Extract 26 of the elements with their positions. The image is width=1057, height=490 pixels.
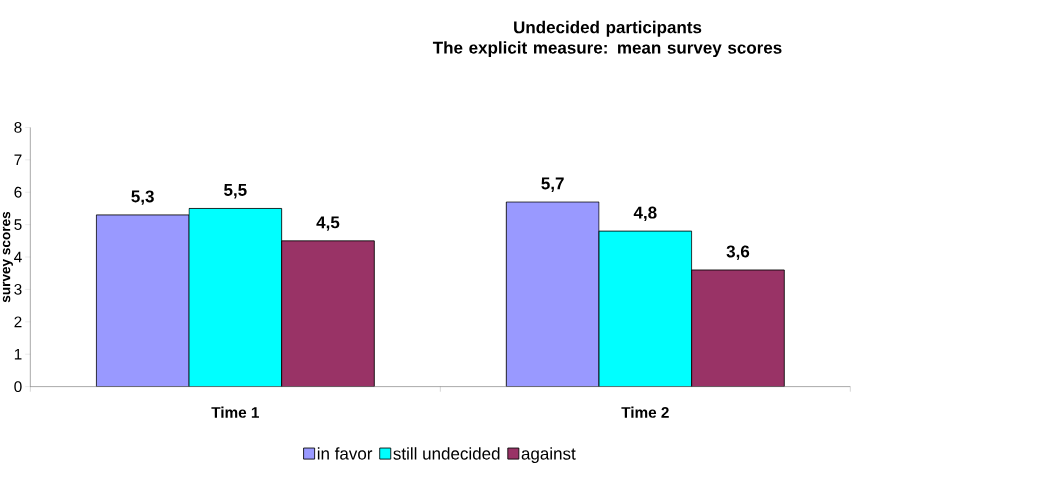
- data-label: 5,7: [541, 177, 564, 192]
- x-tick-label: Time 1: [211, 406, 259, 418]
- data-label: 5,5: [224, 183, 247, 199]
- y-tick-label: 2: [14, 316, 22, 328]
- x-tick-label: Time 2: [621, 406, 669, 418]
- legend-label: in favor: [317, 447, 373, 460]
- legend-label: against: [521, 447, 576, 463]
- bar: [598, 230, 693, 387]
- y-axis-title: survey scores: [2, 211, 13, 303]
- data-label: 5,3: [131, 190, 154, 205]
- bar: [281, 240, 375, 387]
- data-label: 3,6: [726, 245, 750, 260]
- y-tick-label: 6: [14, 186, 22, 198]
- y-tick-label: 3: [14, 283, 22, 295]
- bar: [691, 269, 785, 387]
- chart-title: Undecided participants The explicit measure: mean survey scores: [432, 20, 782, 57]
- bar: [188, 207, 283, 387]
- y-tick-label: 7: [14, 154, 22, 165]
- y-tick-label: 0: [14, 381, 22, 392]
- data-label: 4,5: [316, 216, 340, 231]
- y-tick-label: 4: [14, 251, 22, 263]
- data-label: 4,8: [633, 206, 657, 221]
- y-tick-label: 1: [14, 348, 22, 360]
- legend-label: still undecided: [393, 447, 500, 460]
- y-tick-label: 5: [14, 219, 22, 230]
- y-tick-label: 8: [14, 121, 22, 133]
